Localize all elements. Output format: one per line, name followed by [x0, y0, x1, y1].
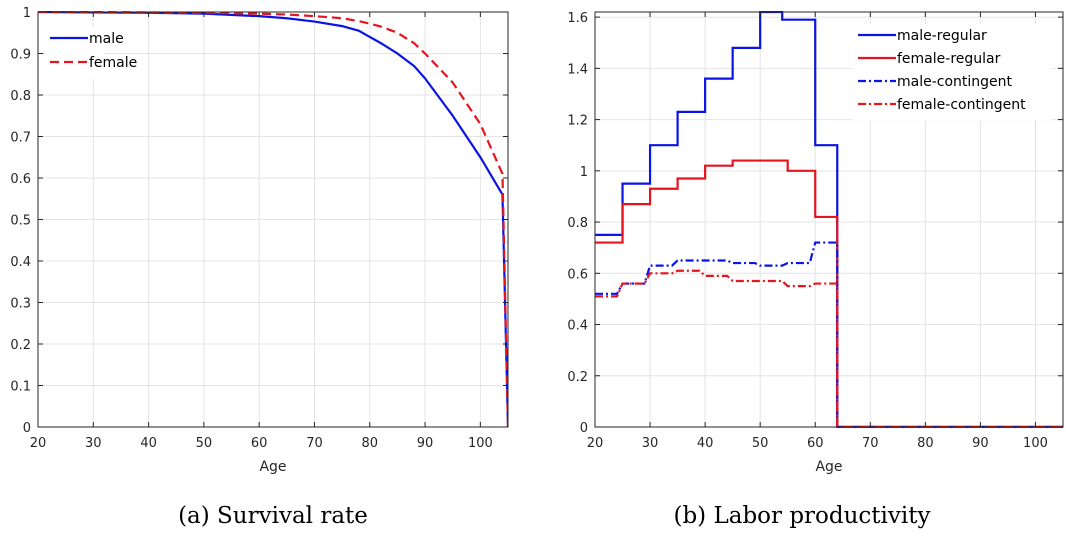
legend-label-female-contingent: female-contingent [897, 97, 1026, 113]
y-tick-label: 0.8 [567, 216, 588, 231]
series-line-female-contingent [595, 269, 1063, 428]
y-tick-label: 1 [23, 6, 31, 21]
y-tick-label: 0.4 [567, 319, 588, 334]
x-tick-label: 100 [1023, 436, 1048, 451]
y-tick-label: 0.2 [567, 370, 588, 385]
x-tick-label: 20 [30, 436, 47, 451]
x-tick-label: 70 [862, 436, 879, 451]
legend: male female [44, 27, 137, 79]
x-tick-label: 50 [196, 436, 213, 451]
legend: male-regular female-regular male-contingen… [852, 24, 1052, 120]
y-tick-label: 0.8 [10, 89, 31, 104]
x-tick-label: 50 [752, 436, 769, 451]
y-tick-label: 0.9 [10, 48, 31, 63]
figure-caption: (b) Labor productivity [673, 503, 930, 529]
legend-label-female: female [89, 55, 137, 71]
y-tick-label: 0 [580, 421, 588, 436]
y-tick-label: 0.4 [10, 255, 31, 270]
chart-b: 20 30 40 50 60 70 80 90 100 0 0.2 0.4 0.6 0.8 1 1.2 1.4 1… [567, 11, 1064, 529]
x-tick-label: 60 [807, 436, 824, 451]
y-tick-label: 0.3 [10, 297, 31, 312]
figure-caption: (a) Survival rate [178, 503, 368, 529]
x-tick-label: 100 [468, 436, 493, 451]
series-line-female-regular [595, 159, 1063, 428]
x-tick-label: 80 [917, 436, 934, 451]
y-tick-label: 1.6 [567, 11, 588, 26]
series-line-male-regular [595, 11, 1063, 428]
y-tick-label: 1 [580, 165, 588, 180]
y-tick-label: 0.2 [10, 338, 31, 353]
y-tick-label: 0.1 [10, 380, 31, 395]
plot-frame [594, 11, 1064, 428]
x-tick-label: 30 [85, 436, 102, 451]
x-tick-label: 80 [361, 436, 378, 451]
legend-label-female-regular: female-regular [897, 51, 1001, 67]
y-tick-label: 1.4 [567, 62, 588, 77]
y-tick-label: 0.7 [10, 131, 31, 146]
x-tick-label: 30 [642, 436, 659, 451]
y-tick-label: 0.6 [10, 172, 31, 187]
legend-box [44, 27, 104, 79]
chart-a: 20 30 40 50 60 70 80 90 100 0 0.1 0.2 0.3 0.4 0.5 0.6 0.… [10, 6, 509, 529]
x-tick-label: 60 [251, 436, 268, 451]
x-tick-label: 40 [140, 436, 157, 451]
series-line-male-contingent [595, 241, 1063, 428]
y-tick-label: 1.2 [567, 114, 588, 129]
legend-label-male-regular: male-regular [897, 28, 987, 44]
legend-label-male-contingent: male-contingent [897, 74, 1013, 90]
x-tick-label: 40 [697, 436, 714, 451]
y-tick-label: 0 [23, 421, 31, 436]
y-tick-label: 0.6 [567, 267, 588, 282]
x-tick-label: 20 [587, 436, 604, 451]
y-tick-label: 0.5 [10, 214, 31, 229]
x-axis-label: Age [815, 459, 842, 475]
series-line-female [38, 11, 508, 428]
x-tick-label: 90 [417, 436, 434, 451]
x-tick-label: 70 [306, 436, 323, 451]
legend-label-male: male [89, 31, 124, 47]
x-tick-label: 90 [972, 436, 989, 451]
x-axis-label: Age [259, 459, 286, 475]
